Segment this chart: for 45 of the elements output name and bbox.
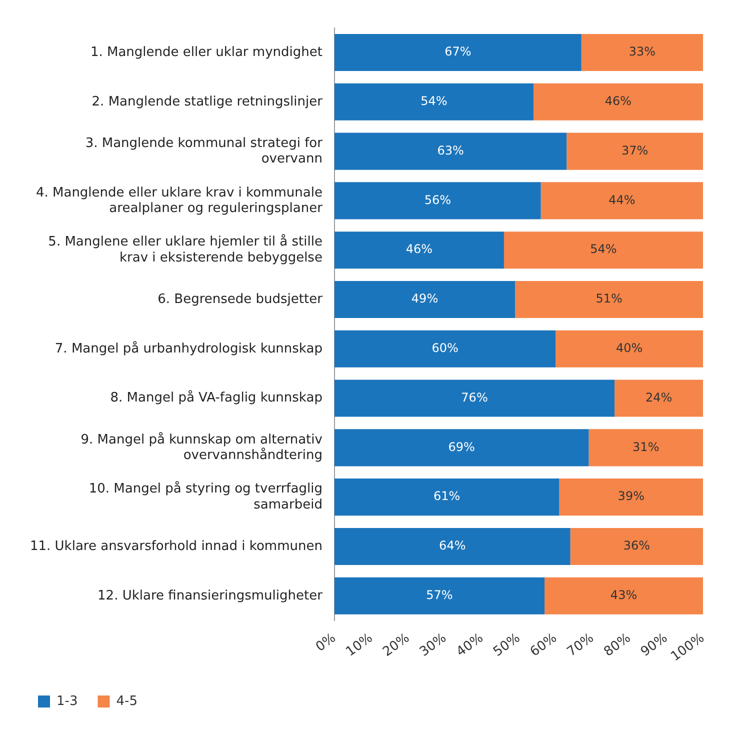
y-tick-label: 11. Uklare ansvarsforhold innad i kommunen <box>30 538 322 554</box>
y-tick-label: 3. Manglende kommunal strategi for overvann <box>85 136 324 166</box>
y-tick-label: 4. Manglende eller uklare krav i kommunale arealplaner og reguleringsplaner <box>36 185 324 216</box>
x-tick-label: 70% <box>564 630 597 660</box>
legend-label: 4-5 <box>116 694 138 709</box>
x-tick-label: 0% <box>313 630 339 655</box>
y-tick-label: 5. Manglene eller uklare hjemler til å stille krav i eksisterende bebyggelse <box>48 234 322 266</box>
data-label: 63% <box>437 143 464 158</box>
data-label: 49% <box>411 292 438 306</box>
data-label: 40% <box>616 341 643 356</box>
y-tick-label: 9. Mangel på kunnskap om alternativ overvannshåndtering <box>80 431 323 463</box>
data-label: 39% <box>618 489 644 504</box>
data-label: 60% <box>432 341 458 356</box>
y-tick-label: 7. Mangel på urbanhydrologisk kunnskap <box>54 340 322 356</box>
legend-label: 1-3 <box>56 694 78 709</box>
data-label: 67% <box>444 44 472 59</box>
x-tick-label: 60% <box>528 630 560 660</box>
y-tick-label: 8. Mangel på VA-faglig kunnskap <box>110 390 322 406</box>
data-label: 64% <box>439 538 466 553</box>
data-label: 54% <box>590 242 617 256</box>
data-label: 61% <box>434 489 460 504</box>
data-label: 33% <box>628 44 656 59</box>
data-label: 43% <box>610 588 638 602</box>
data-label: 37% <box>621 143 648 158</box>
data-label: 46% <box>406 242 433 256</box>
x-tick-label: 10% <box>343 630 376 660</box>
x-tick-label: 90% <box>638 630 670 660</box>
y-tick-label: 12. Uklare finansieringsmuligheter <box>98 588 324 604</box>
x-tick-label: 80% <box>601 630 634 660</box>
data-label: 76% <box>461 390 488 404</box>
x-tick-label: 40% <box>454 630 486 660</box>
data-label: 44% <box>608 192 636 207</box>
y-tick-label: 1. Manglende eller uklar myndighet <box>90 44 322 60</box>
data-label: 24% <box>645 390 672 404</box>
data-label: 46% <box>604 94 632 108</box>
data-label: 36% <box>623 538 650 553</box>
data-label: 69% <box>448 440 475 454</box>
y-tick-label: 10. Mangel på styring og tverrfaglig samarbeid <box>88 480 322 512</box>
data-label: 57% <box>426 588 453 602</box>
y-tick-label: 2. Manglende statlige retningslinjer <box>92 94 324 110</box>
data-label: 31% <box>632 440 660 454</box>
data-label: 56% <box>424 192 451 207</box>
data-label: 51% <box>596 292 622 306</box>
y-tick-label: 6. Begrensede budsjetter <box>158 292 324 307</box>
data-label: 54% <box>420 94 448 108</box>
